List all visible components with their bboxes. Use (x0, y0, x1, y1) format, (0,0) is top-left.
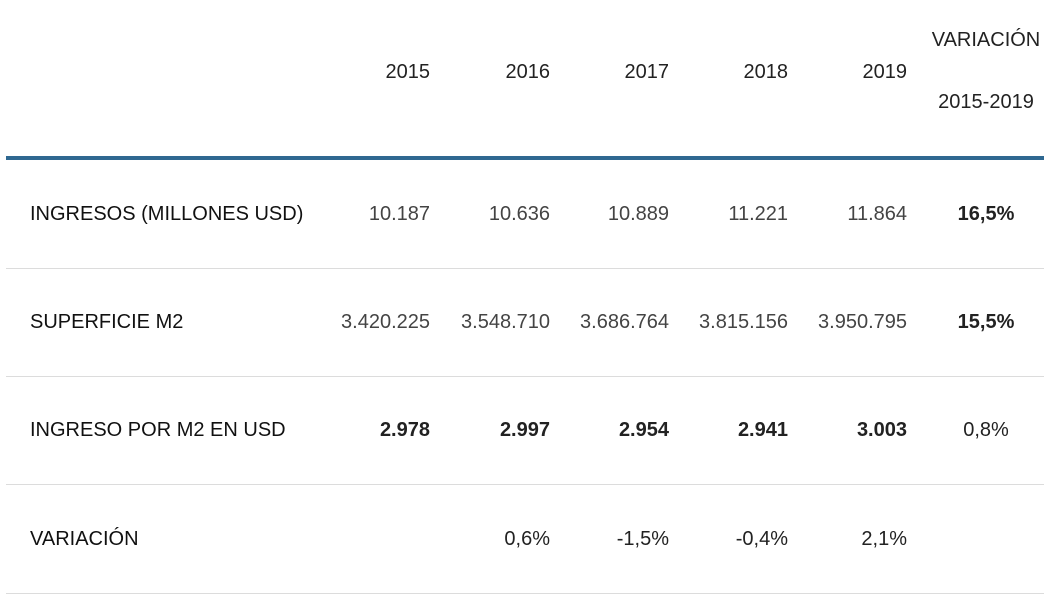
table-cell: 3.003 (856, 419, 907, 441)
table-cell: -0,4% (735, 528, 788, 550)
header-rule (6, 156, 1044, 160)
table-cell: 11.864 (847, 203, 907, 225)
header-year-2019: 2019 (862, 61, 908, 83)
row-divider (6, 593, 1044, 594)
row-divider (6, 376, 1044, 377)
header-variation-title: VARIACIÓN (931, 29, 1041, 51)
table-cell: 3.950.795 (818, 311, 907, 333)
table-cell-variation: 0,8% (963, 419, 1009, 441)
table-cell: 3.686.764 (580, 311, 669, 333)
table-cell: 10.636 (488, 203, 550, 225)
table-cell: 2.978 (379, 419, 430, 441)
row-divider (6, 484, 1044, 485)
header-year-2015: 2015 (385, 61, 431, 83)
row-label-ingresos: INGRESOS (MILLONES USD) (30, 203, 304, 225)
table-cell: 10.889 (607, 203, 669, 225)
table-cell: 2.954 (618, 419, 669, 441)
header-year-2018: 2018 (743, 61, 789, 83)
table-cell-variation: 15,5% (957, 311, 1015, 333)
table-cell: 0,6% (504, 528, 550, 550)
table-cell: 10.187 (368, 203, 430, 225)
header-year-2016: 2016 (505, 61, 551, 83)
table-cell: 11.221 (728, 203, 788, 225)
table-cell: 2.941 (737, 419, 788, 441)
row-label-superficie: SUPERFICIE M2 (30, 311, 184, 333)
header-variation-range: 2015-2019 (938, 91, 1034, 113)
table-cell: 2,1% (861, 528, 907, 550)
row-label-variacion: VARIACIÓN (30, 528, 139, 550)
table-cell: 3.548.710 (461, 311, 550, 333)
table-cell: 3.815.156 (699, 311, 788, 333)
table-cell: -1,5% (616, 528, 669, 550)
row-label-ingreso-por-m2: INGRESO POR M2 EN USD (30, 419, 286, 441)
header-year-2017: 2017 (624, 61, 670, 83)
table-cell: 3.420.225 (341, 311, 430, 333)
table-cell-variation: 16,5% (957, 203, 1015, 225)
table-cell: 2.997 (499, 419, 550, 441)
row-divider (6, 268, 1044, 269)
